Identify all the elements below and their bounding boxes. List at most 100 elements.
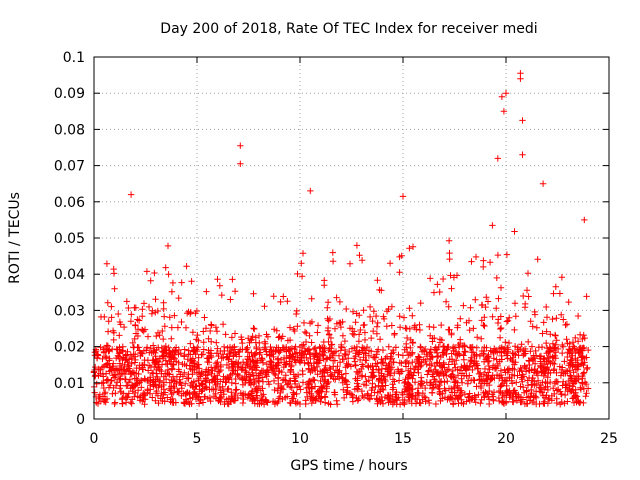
data-point [426,362,433,369]
data-point [466,372,473,379]
data-point [340,386,347,393]
data-point [245,392,252,399]
data-point [422,345,429,353]
data-point [137,377,145,385]
data-point [327,354,335,361]
data-point [479,301,486,309]
data-point [525,293,532,300]
data-point [314,388,321,396]
data-point [104,328,112,335]
data-point [347,363,355,370]
data-point [246,339,253,346]
data-point [270,365,278,372]
data-point [286,336,294,344]
data-point [486,259,494,266]
data-point [503,251,511,258]
data-point [396,313,403,320]
data-point [432,366,439,373]
data-point [408,385,416,393]
data-point [105,318,112,325]
data-point [389,397,397,405]
data-point [566,360,573,367]
data-point [230,344,238,351]
data-point [369,317,376,325]
data-point [456,367,464,374]
data-point [122,394,129,401]
data-point [414,385,422,392]
data-point [464,394,472,401]
data-point [411,324,418,331]
data-point [131,304,138,311]
data-point [134,326,142,333]
data-point [483,376,491,383]
data-point [231,288,239,295]
data-point [353,368,360,375]
data-point [220,376,227,383]
data-point [580,369,588,376]
data-point [382,355,389,362]
data-point [477,384,485,392]
data-point [123,355,130,363]
data-point [356,252,363,259]
data-point [445,303,452,310]
data-point [409,375,416,382]
data-point [529,374,536,382]
data-point [135,370,142,378]
data-point [461,391,469,398]
data-point [378,397,386,404]
data-point [331,369,338,376]
data-point [495,295,502,302]
data-point [192,392,200,400]
data-point [148,369,156,377]
data-point [306,332,313,339]
data-point [330,349,338,356]
data-point [251,350,259,358]
data-point [105,384,113,391]
data-point [303,354,310,361]
data-point [564,353,571,361]
data-point [187,340,194,347]
data-point [139,361,147,369]
data-point [550,345,558,352]
data-point [239,358,247,366]
data-point [179,361,186,368]
data-point [505,339,513,347]
data-point [327,348,335,355]
data-point [402,359,409,366]
data-point [299,379,307,386]
data-point [558,311,565,318]
data-point [253,345,260,352]
data-point [161,398,168,405]
data-point [324,355,331,362]
data-point [237,389,244,397]
data-point [239,364,246,372]
data-point [275,347,282,355]
data-point [481,314,488,321]
data-point [566,346,573,353]
data-point [551,352,559,360]
data-point [571,392,579,399]
data-point [104,342,112,350]
data-point [434,281,441,288]
data-point [523,387,530,394]
data-point [195,393,202,400]
data-point [458,399,465,407]
data-point [300,350,307,358]
data-point [317,398,324,405]
data-point [465,317,473,324]
data-point [511,228,518,235]
data-point [496,375,503,382]
data-point [195,400,203,407]
data-point [528,386,535,394]
data-point [182,324,190,331]
data-point [128,311,135,318]
data-point [553,399,560,407]
data-point [374,400,381,407]
data-point [119,400,126,407]
data-point [493,305,500,312]
data-point [346,260,354,267]
data-point [422,357,429,365]
data-point [502,369,509,376]
data-point [446,326,453,333]
data-point [376,388,384,395]
